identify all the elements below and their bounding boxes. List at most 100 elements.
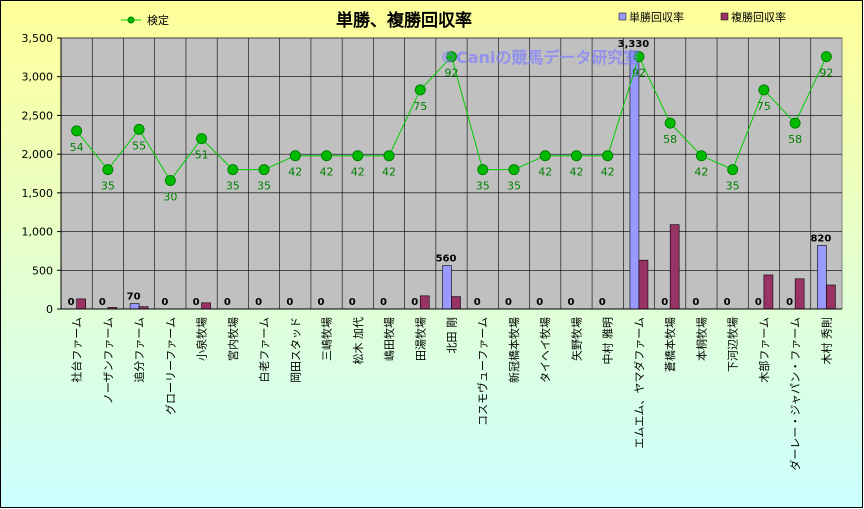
x-category-label: 中村 雅明 xyxy=(601,317,615,365)
line-data-label: 58 xyxy=(663,133,677,146)
x-category-label: ノーザンファーム xyxy=(102,317,115,404)
bar-fukusho xyxy=(826,284,836,310)
x-category-label: 嶋田牧場 xyxy=(382,317,396,361)
bar-fukusho xyxy=(76,298,86,310)
line-point xyxy=(289,150,301,162)
y-axis: 0 500 1,000 1,500 2,000 2,500 3,000 3,500 xyxy=(22,32,62,316)
legend-line-label: 検定 xyxy=(147,13,169,27)
x-category-label: 新冠橋本牧場 xyxy=(507,317,521,383)
line-data-label: 75 xyxy=(413,100,427,113)
bar-data-label: 820 xyxy=(810,234,831,245)
bar-data-label: 0 xyxy=(193,297,200,308)
line-point xyxy=(352,150,364,162)
bar-data-label: 3,330 xyxy=(618,39,650,50)
line-data-label: 54 xyxy=(70,141,84,154)
line-point xyxy=(695,150,707,162)
bar-tansho xyxy=(442,265,452,310)
y-tick-label: 2,500 xyxy=(22,109,54,122)
x-category-label: 岡田スタッド xyxy=(289,317,302,383)
line-point xyxy=(196,133,208,145)
bar-data-label: 0 xyxy=(724,297,731,308)
line-data-label: 35 xyxy=(726,180,740,193)
line-point xyxy=(820,51,832,63)
bar-data-label: 0 xyxy=(599,297,606,308)
line-data-label: 42 xyxy=(694,166,708,179)
bar-data-label: 560 xyxy=(436,254,457,265)
x-category-label: 社台ファーム xyxy=(70,317,84,383)
line-series: 54 35 55 30 51 35 35 42 42 42 42 75 92 35 35 42 42 42 92 58… xyxy=(70,51,833,203)
x-category-label: 木部ファーム xyxy=(757,317,771,383)
x-category-label: 矢野牧場 xyxy=(569,317,583,361)
bar-fukusho xyxy=(419,295,430,310)
bar-data-label: 0 xyxy=(786,297,793,308)
bar-fukusho xyxy=(669,224,680,310)
bar-data-label: 0 xyxy=(505,297,512,308)
line-point xyxy=(227,164,239,176)
chart-title: 単勝、複勝回収率 xyxy=(336,10,472,31)
line-point xyxy=(508,164,520,176)
x-category-label: 下河辺牧場 xyxy=(726,317,740,372)
x-category-label: 白老ファーム xyxy=(257,317,271,383)
x-category-label: 追分ファーム xyxy=(132,317,146,383)
plot-area xyxy=(60,37,843,310)
x-category-label: ダーレー・ジャパン・ファーム xyxy=(788,317,802,471)
bar-tansho xyxy=(629,50,640,310)
legend-bar2-swatch xyxy=(720,12,729,21)
line-data-label: 58 xyxy=(788,133,802,146)
line-point xyxy=(133,123,145,135)
line-point xyxy=(446,51,457,63)
y-tick-label: 1,500 xyxy=(22,187,54,200)
line-point xyxy=(633,51,645,63)
line-data-label: 92 xyxy=(632,67,646,80)
x-category-label: 蒼橋本牧場 xyxy=(663,317,677,372)
bar-data-label: 0 xyxy=(661,297,668,308)
x-category-label: 田湯牧場 xyxy=(413,317,427,361)
line-data-label: 42 xyxy=(601,166,615,179)
line-data-label: 42 xyxy=(538,166,552,179)
legend: 検定 単勝回収率 複勝回収率 xyxy=(121,10,786,27)
bar-data-label: 70 xyxy=(127,292,141,303)
bar-data-label: 0 xyxy=(536,297,543,308)
bar-data-label: 0 xyxy=(474,297,481,308)
x-category-label: 北田 剛 xyxy=(446,317,459,354)
y-tick-label: 3,000 xyxy=(22,71,54,84)
line-point xyxy=(164,174,176,186)
line-data-label: 42 xyxy=(320,166,334,179)
bars: 0 0 70 0 0 0 0 0 0 0 0 0 560 0 0 0 0 0 3,330 0 0 0 0 0 820 xyxy=(68,39,836,310)
line-data-label: 35 xyxy=(101,180,115,193)
line-point xyxy=(727,164,739,176)
y-tick-label: 0 xyxy=(46,303,53,316)
bar-data-label: 0 xyxy=(99,297,106,308)
bar-data-label: 0 xyxy=(380,297,387,308)
bar-data-label: 0 xyxy=(411,297,418,308)
x-category-label: 宮内牧場 xyxy=(226,317,240,361)
bar-data-label: 0 xyxy=(286,297,293,308)
y-tick-label: 3,500 xyxy=(22,32,54,45)
legend-bar1-label: 単勝回収率 xyxy=(629,10,684,24)
x-category-label: コスモヴューファーム xyxy=(476,317,490,426)
x-category-label: エムエム、ヤマダファーム xyxy=(632,317,646,449)
line-point xyxy=(664,117,676,129)
x-axis: 社台ファーム ノーザンファーム 追分ファーム グローリーファーム 小泉牧場 宮内牧場 白老フ… xyxy=(61,308,842,471)
bar-data-label: 0 xyxy=(318,297,325,308)
line-data-label: 92 xyxy=(445,67,459,80)
watermark-text: ©Caniの競馬データ研究室 xyxy=(440,48,639,67)
line-point xyxy=(539,150,551,162)
line-data-label: 42 xyxy=(288,166,302,179)
bar-fukusho xyxy=(201,302,211,310)
line-data-label: 51 xyxy=(195,149,209,162)
x-category-label: グローリーファーム xyxy=(163,317,177,415)
line-data-label: 75 xyxy=(757,100,771,113)
line-data-label: 35 xyxy=(507,180,521,193)
y-tick-label: 2,000 xyxy=(22,148,54,161)
bar-tansho xyxy=(129,303,140,310)
bar-data-label: 0 xyxy=(255,297,262,308)
bar-fukusho xyxy=(794,278,805,310)
line-point xyxy=(321,150,333,162)
bar-data-label: 0 xyxy=(68,297,75,308)
line-point xyxy=(789,117,801,129)
bar-data-label: 0 xyxy=(567,297,574,308)
line-point xyxy=(477,164,489,176)
line-point xyxy=(570,150,582,162)
